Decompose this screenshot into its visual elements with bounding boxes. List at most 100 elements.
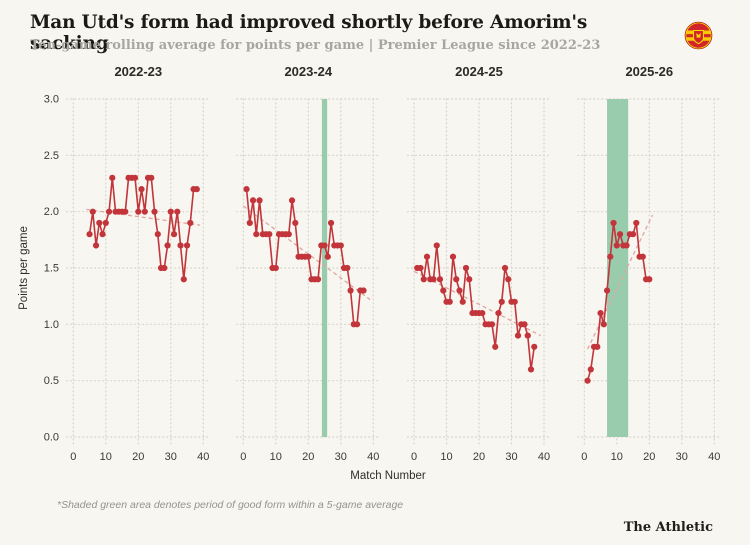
data-point bbox=[164, 242, 171, 249]
x-tick-label: 10 bbox=[440, 451, 452, 463]
y-tick-label: 1.5 bbox=[44, 263, 59, 275]
trend-line bbox=[86, 208, 201, 226]
data-point bbox=[193, 186, 200, 193]
chart-subtitle: Ten-game rolling average for points per … bbox=[30, 38, 601, 53]
data-point bbox=[285, 231, 292, 238]
good-form-band bbox=[321, 99, 328, 437]
panel-2023-24: 0 10 20 30 40 2023-24 bbox=[236, 64, 381, 463]
data-point bbox=[607, 253, 614, 260]
data-point bbox=[492, 343, 499, 350]
data-point bbox=[337, 242, 344, 249]
data-point bbox=[249, 197, 257, 204]
y-axis-label: Points per game bbox=[18, 226, 30, 310]
x-axis-label: Match Number bbox=[350, 470, 426, 482]
data-point bbox=[253, 231, 260, 238]
panel-title: 2023-24 bbox=[284, 64, 332, 79]
y-tick-label: 3.0 bbox=[44, 94, 59, 106]
data-point bbox=[170, 231, 178, 238]
chart-title: Man Utd's form had improved shortly befo… bbox=[30, 12, 588, 54]
panel-title: 2024-25 bbox=[455, 64, 503, 79]
data-point bbox=[292, 219, 299, 227]
data-point bbox=[459, 298, 466, 305]
x-tick-label: 0 bbox=[240, 451, 246, 463]
data-point bbox=[96, 219, 103, 227]
data-point bbox=[531, 343, 538, 350]
x-tick-label: 10 bbox=[100, 451, 112, 463]
data-point bbox=[86, 231, 93, 238]
data-point bbox=[423, 253, 431, 260]
x-tick-label: 40 bbox=[538, 451, 550, 463]
data-point bbox=[138, 186, 145, 193]
data-point bbox=[167, 208, 174, 215]
data-point bbox=[99, 231, 106, 238]
data-point bbox=[266, 231, 273, 238]
data-point bbox=[246, 219, 253, 227]
data-point bbox=[456, 287, 463, 294]
rolling-average-line bbox=[586, 222, 650, 381]
panel-title: 2025-26 bbox=[625, 64, 673, 79]
x-tick-label: 0 bbox=[581, 451, 587, 463]
data-point bbox=[148, 174, 155, 181]
data-point bbox=[629, 231, 637, 238]
data-point bbox=[594, 343, 601, 350]
x-tick-label: 20 bbox=[643, 451, 655, 463]
data-point bbox=[161, 264, 168, 272]
data-point bbox=[131, 174, 139, 181]
panel-2024-25: 0 10 20 30 40 2024-25 bbox=[406, 64, 552, 463]
data-point bbox=[272, 264, 279, 272]
x-tick-label: 30 bbox=[165, 451, 177, 463]
data-point bbox=[479, 309, 486, 317]
data-point bbox=[174, 208, 181, 215]
man-utd-crest-icon bbox=[684, 21, 713, 50]
data-point bbox=[600, 321, 607, 328]
x-tick-label: 20 bbox=[473, 451, 485, 463]
panel-2022-23: 0 10 20 30 40 2022-23 bbox=[66, 64, 211, 463]
x-tick-label: 30 bbox=[335, 451, 347, 463]
data-point bbox=[180, 276, 187, 283]
data-point bbox=[616, 231, 624, 238]
data-point bbox=[122, 208, 129, 215]
data-point bbox=[610, 219, 617, 227]
data-point bbox=[488, 321, 496, 328]
x-tick-label: 10 bbox=[611, 451, 623, 463]
data-point bbox=[603, 287, 611, 294]
data-point bbox=[495, 309, 502, 317]
data-point bbox=[177, 242, 184, 249]
trend-line bbox=[242, 205, 371, 301]
data-point bbox=[151, 208, 158, 215]
y-tick-label: 2.5 bbox=[44, 150, 59, 162]
footnote: *Shaded green area denotes period of goo… bbox=[57, 499, 404, 511]
x-tick-label: 30 bbox=[505, 451, 517, 463]
x-tick-label: 10 bbox=[270, 451, 282, 463]
data-point bbox=[102, 219, 109, 227]
data-point bbox=[505, 276, 512, 283]
data-point bbox=[584, 377, 591, 384]
data-point bbox=[514, 332, 522, 339]
data-point bbox=[324, 253, 331, 260]
data-point bbox=[89, 208, 96, 215]
data-point bbox=[430, 276, 437, 283]
data-point bbox=[105, 208, 113, 215]
data-point bbox=[449, 253, 457, 260]
data-point bbox=[109, 174, 116, 181]
data-point bbox=[597, 309, 604, 317]
y-tick-label: 0.5 bbox=[44, 375, 59, 387]
data-point bbox=[321, 242, 328, 249]
data-point bbox=[353, 321, 361, 328]
data-point bbox=[646, 276, 653, 283]
y-tick-label: 0.0 bbox=[44, 432, 59, 444]
data-point bbox=[141, 208, 148, 215]
y-tick-label: 2.0 bbox=[44, 206, 59, 218]
rolling-average-line bbox=[417, 244, 536, 371]
data-point bbox=[501, 264, 509, 272]
data-point bbox=[613, 242, 620, 249]
data-point bbox=[187, 219, 194, 227]
data-point bbox=[521, 321, 528, 328]
data-point bbox=[527, 366, 535, 373]
data-point bbox=[623, 242, 630, 249]
data-point bbox=[305, 253, 312, 260]
data-point bbox=[344, 264, 351, 272]
panel-2025-26: 0 10 20 30 40 2025-26 bbox=[577, 64, 722, 463]
data-point bbox=[436, 276, 444, 283]
